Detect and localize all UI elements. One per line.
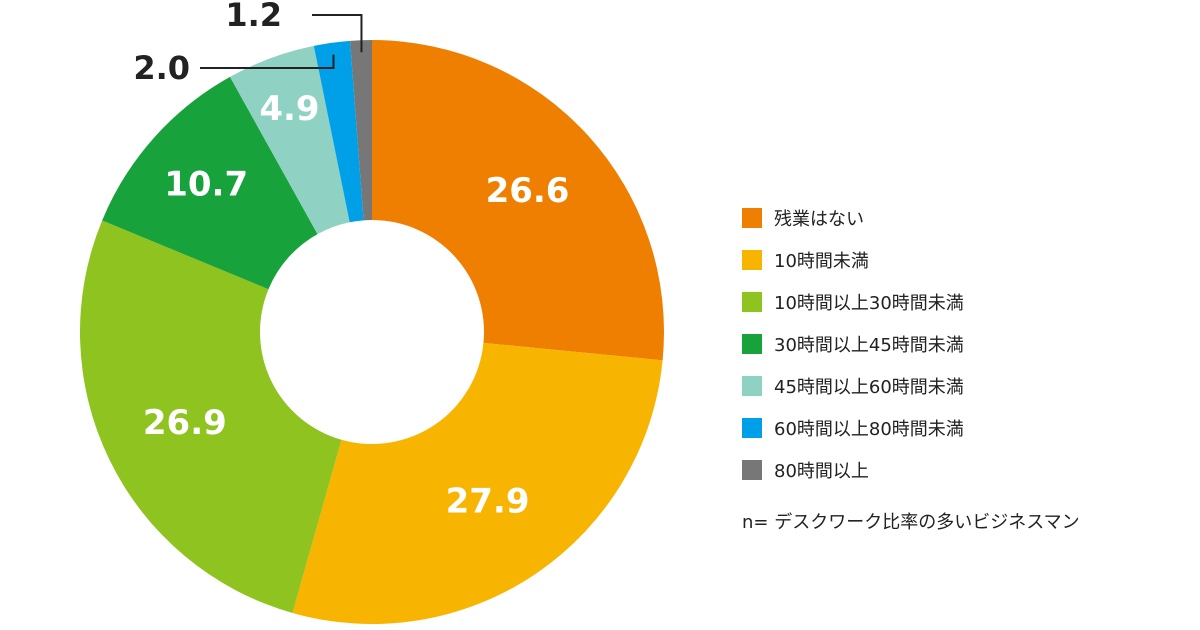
legend-item: 30時間以上45時間未満	[742, 323, 1182, 365]
slice-value-label: 26.6	[486, 171, 570, 211]
legend-swatch	[742, 460, 762, 480]
legend-label: 45時間以上60時間未満	[774, 377, 964, 398]
legend-swatch	[742, 292, 762, 312]
legend-swatch	[742, 418, 762, 438]
legend-item: 60時間以上80時間未満	[742, 407, 1182, 449]
slice-value-label: 10.7	[164, 164, 248, 204]
sample-note: n= デスクワーク比率の多いビジネスマン	[742, 512, 1080, 533]
legend-swatch	[742, 250, 762, 270]
donut-slice	[80, 220, 342, 613]
slice-value-label: 1.2	[225, 0, 282, 34]
chart-legend: 残業はない 10時間未満 10時間以上30時間未満 30時間以上45時間未満 45時間以…	[742, 197, 1182, 491]
legend-label: 60時間以上80時間未満	[774, 419, 964, 440]
slice-value-labels: 26.6 27.9 26.9 10.7 4.9 2.0 1.2	[133, 0, 569, 521]
legend-label: 10時間以上30時間未満	[774, 293, 964, 314]
legend-item: 80時間以上	[742, 449, 1182, 491]
slice-value-label: 26.9	[143, 403, 227, 443]
legend-item: 45時間以上60時間未満	[742, 365, 1182, 407]
legend-item: 残業はない	[742, 197, 1182, 239]
donut-slice	[102, 76, 318, 290]
legend-label: 10時間未満	[774, 251, 869, 272]
legend-item: 10時間以上30時間未満	[742, 281, 1182, 323]
leader-line	[200, 54, 335, 69]
leader-line	[312, 14, 363, 53]
slice-value-label: 27.9	[446, 481, 530, 521]
legend-swatch	[742, 334, 762, 354]
legend-label: 残業はない	[774, 209, 864, 230]
legend-label: 80時間以上	[774, 461, 869, 482]
slice-value-label: 4.9	[259, 89, 319, 129]
legend-swatch	[742, 208, 762, 228]
legend-item: 10時間未満	[742, 239, 1182, 281]
donut-slice	[372, 40, 664, 361]
donut-slice	[350, 40, 372, 221]
legend-swatch	[742, 376, 762, 396]
donut-slices	[80, 40, 664, 624]
slice-value-label: 2.0	[133, 49, 190, 87]
legend-label: 30時間以上45時間未満	[774, 335, 964, 356]
donut-slice	[229, 45, 350, 235]
donut-slice	[292, 342, 663, 624]
donut-slice	[313, 40, 364, 223]
